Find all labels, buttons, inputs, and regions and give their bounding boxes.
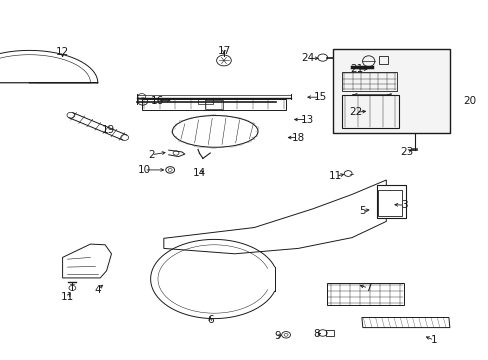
Text: 1: 1 bbox=[430, 335, 437, 345]
Text: 12: 12 bbox=[56, 47, 69, 57]
Text: 11: 11 bbox=[61, 292, 74, 302]
Text: 21: 21 bbox=[349, 64, 363, 74]
Text: 23: 23 bbox=[399, 147, 413, 157]
Text: 8: 8 bbox=[313, 329, 320, 339]
Text: 5: 5 bbox=[359, 206, 366, 216]
Text: 2: 2 bbox=[148, 150, 155, 160]
Text: 14: 14 bbox=[192, 168, 206, 178]
Text: 16: 16 bbox=[150, 96, 164, 106]
Text: 19: 19 bbox=[102, 125, 115, 135]
Text: 10: 10 bbox=[138, 165, 150, 175]
Text: 15: 15 bbox=[313, 92, 326, 102]
Text: 7: 7 bbox=[364, 283, 371, 293]
Text: 6: 6 bbox=[206, 315, 213, 325]
Text: 24: 24 bbox=[301, 53, 314, 63]
Text: 22: 22 bbox=[348, 107, 362, 117]
FancyBboxPatch shape bbox=[332, 49, 449, 133]
Text: 3: 3 bbox=[401, 200, 407, 210]
FancyBboxPatch shape bbox=[376, 185, 405, 218]
Text: 18: 18 bbox=[291, 132, 305, 143]
Text: 11: 11 bbox=[328, 171, 342, 181]
Text: 17: 17 bbox=[217, 46, 230, 56]
Text: 9: 9 bbox=[274, 331, 281, 341]
Text: 4: 4 bbox=[94, 285, 101, 295]
Text: 20: 20 bbox=[462, 96, 475, 106]
Text: 13: 13 bbox=[300, 114, 313, 125]
